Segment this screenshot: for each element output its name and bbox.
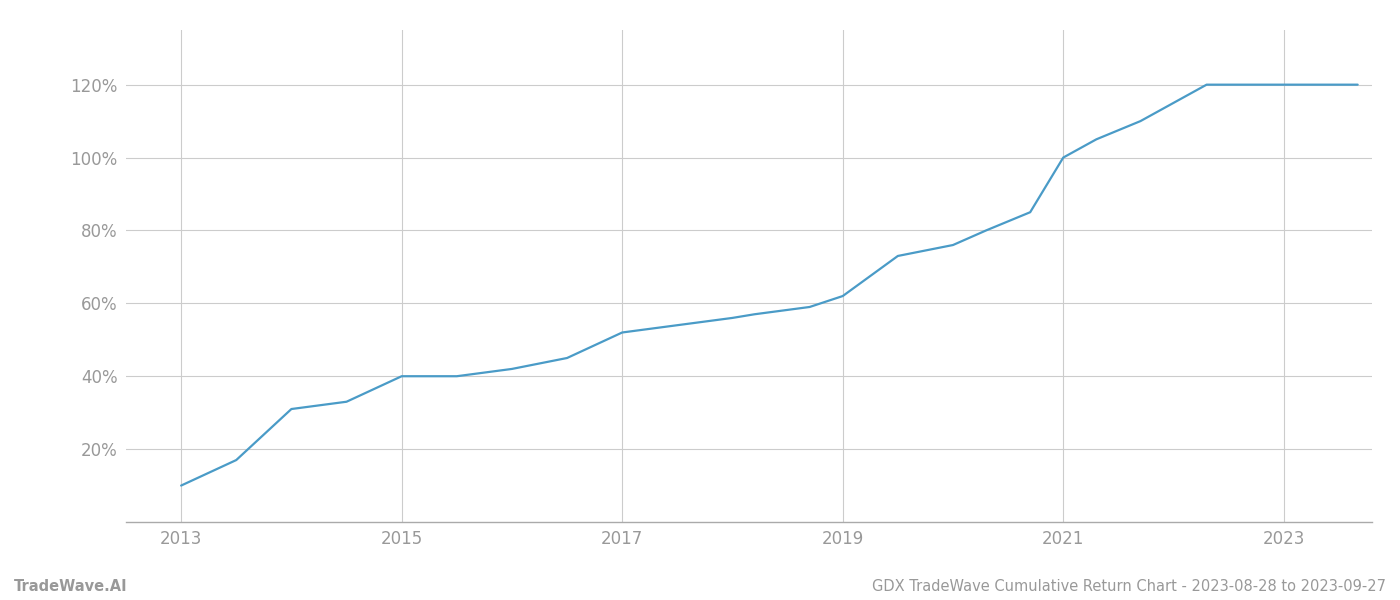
Text: GDX TradeWave Cumulative Return Chart - 2023-08-28 to 2023-09-27: GDX TradeWave Cumulative Return Chart - … xyxy=(872,579,1386,594)
Text: TradeWave.AI: TradeWave.AI xyxy=(14,579,127,594)
